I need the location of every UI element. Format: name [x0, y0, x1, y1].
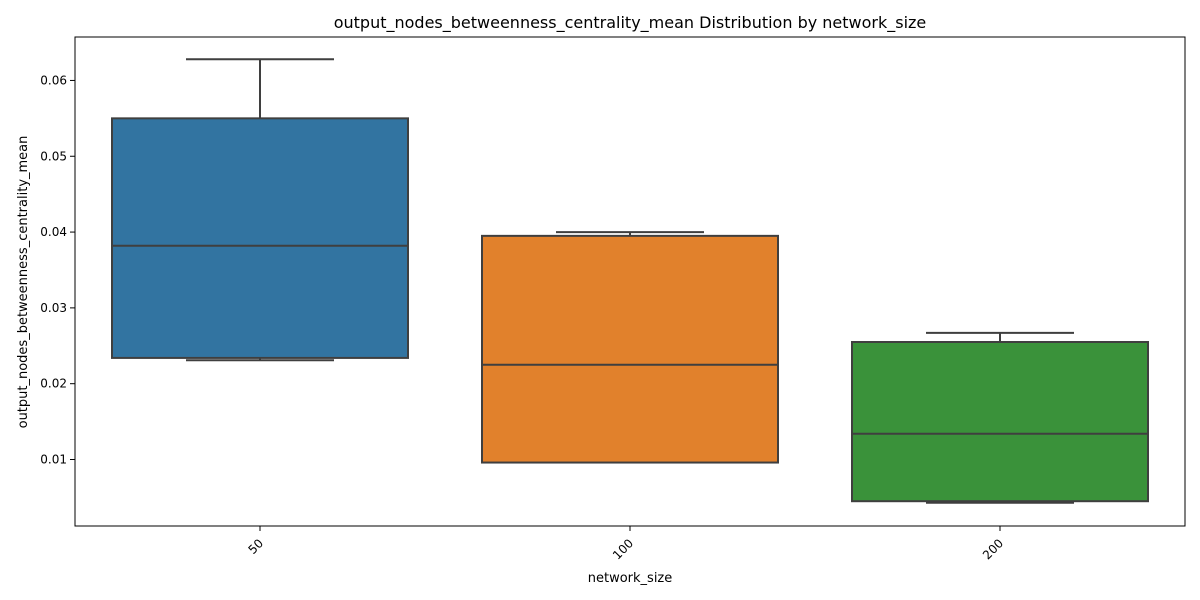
box-group-50 — [111, 58, 409, 362]
x-axis: 50 100 200 — [245, 526, 1006, 562]
y-axis-label: output_nodes_betweenness_centrality_mean — [16, 136, 31, 429]
box-200 — [851, 340, 1149, 503]
x-tick-label: 200 — [980, 536, 1006, 562]
y-axis: 0.01 0.02 0.03 0.04 0.05 0.06 — [40, 73, 75, 467]
chart-title: output_nodes_betweenness_centrality_mean… — [334, 13, 927, 33]
y-tick-label: 0.02 — [40, 377, 67, 391]
y-tick-label: 0.06 — [40, 73, 67, 87]
box-group-100 — [481, 231, 779, 464]
x-axis-label: network_size — [588, 571, 673, 586]
box-100 — [481, 234, 779, 464]
y-tick-label: 0.01 — [40, 453, 67, 467]
y-tick-label: 0.04 — [40, 225, 67, 239]
x-tick-label: 50 — [245, 536, 266, 557]
y-tick-label: 0.05 — [40, 149, 67, 163]
y-tick-label: 0.03 — [40, 301, 67, 315]
plot-frame — [74, 36, 1186, 527]
x-tick-label: 100 — [610, 536, 636, 562]
boxes-group — [111, 58, 1149, 504]
box-group-200 — [851, 331, 1149, 504]
box-50 — [111, 117, 409, 359]
